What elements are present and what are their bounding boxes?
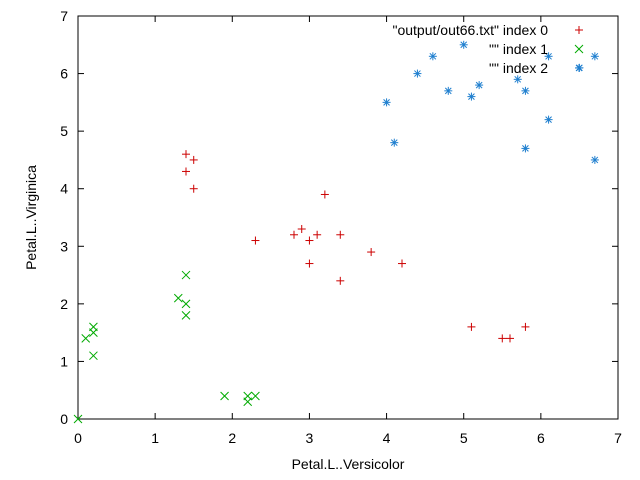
plot-frame (77, 15, 619, 420)
data-point-series-2 (382, 98, 391, 107)
data-point-series-0 (336, 276, 345, 285)
data-point-series-1 (181, 311, 191, 320)
data-point-series-0 (336, 230, 345, 239)
x-axis-label: Petal.L..Versicolor (292, 456, 405, 472)
legend: "output/out66.txt" index 0 "" index 1 "" i… (393, 22, 584, 76)
data-point-series-2 (467, 92, 476, 101)
data-points (73, 40, 599, 424)
data-point-series-1 (220, 391, 229, 401)
data-point-series-2 (544, 52, 553, 61)
data-point-series-1 (173, 293, 183, 303)
x-tick-label: 1 (151, 430, 159, 446)
data-point-series-0 (305, 259, 314, 268)
legend-marker (574, 44, 584, 54)
x-tick-label: 7 (614, 430, 622, 446)
tick-labels: 0 1 2 3 4 5 6 7 0 1 2 3 4 5 6 7 (60, 8, 622, 446)
y-axis-label: Petal.L..Virginica (23, 165, 39, 270)
data-point-series-0 (367, 248, 376, 257)
data-point-series-2 (444, 86, 453, 95)
data-point-series-2 (390, 138, 399, 147)
y-tick-label: 3 (60, 238, 68, 254)
x-tick-label: 0 (74, 430, 82, 446)
legend-marker (575, 64, 583, 72)
data-point-series-0 (467, 322, 476, 331)
data-point-series-1 (81, 334, 91, 343)
y-tick-label: 1 (60, 353, 68, 369)
y-tick-label: 6 (60, 66, 68, 82)
data-point-series-0 (521, 322, 530, 331)
data-point-series-0 (313, 230, 322, 239)
data-point-series-1 (89, 322, 98, 332)
legend-label: "output/out66.txt" index 0 (393, 22, 549, 38)
data-point-series-2 (513, 75, 522, 84)
legend-marker (575, 26, 583, 34)
data-point-series-2 (459, 40, 468, 49)
y-tick-label: 5 (60, 123, 68, 139)
data-point-series-0 (297, 225, 306, 234)
data-point-series-2 (590, 52, 599, 61)
data-point-series-0 (498, 334, 507, 343)
data-point-series-0 (320, 190, 329, 199)
data-point-series-0 (182, 150, 190, 159)
data-point-series-2 (413, 69, 422, 78)
data-point-series-1 (73, 414, 83, 424)
data-point-series-0 (251, 236, 260, 245)
data-point-series-1 (89, 351, 98, 361)
x-tick-label: 3 (306, 430, 314, 446)
data-point-series-0 (189, 184, 198, 193)
data-point-series-0 (182, 167, 190, 176)
x-tick-label: 2 (228, 430, 236, 446)
x-tick-label: 5 (460, 430, 468, 446)
data-point-series-2 (475, 81, 484, 90)
legend-label: "" index 1 (489, 41, 548, 57)
data-point-series-2 (521, 144, 530, 153)
data-point-series-2 (428, 52, 437, 61)
data-point-series-2 (544, 115, 553, 124)
y-tick-label: 0 (60, 411, 68, 427)
data-point-series-0 (506, 334, 514, 343)
data-point-series-0 (189, 155, 198, 164)
data-point-series-0 (398, 259, 406, 268)
plot-axes (77, 15, 619, 420)
data-point-series-2 (590, 155, 599, 164)
data-point-series-1 (181, 299, 191, 309)
y-tick-label: 4 (60, 181, 68, 197)
data-point-series-2 (521, 86, 530, 95)
data-point-series-1 (181, 270, 191, 280)
x-tick-label: 4 (383, 430, 391, 446)
data-point-series-0 (290, 230, 298, 239)
legend-label: "" index 2 (489, 60, 548, 76)
y-tick-label: 2 (60, 296, 68, 312)
data-point-series-1 (251, 391, 260, 401)
data-point-series-1 (243, 391, 253, 401)
y-tick-label: 7 (60, 8, 68, 24)
x-tick-label: 6 (537, 430, 545, 446)
data-point-series-0 (305, 236, 314, 245)
